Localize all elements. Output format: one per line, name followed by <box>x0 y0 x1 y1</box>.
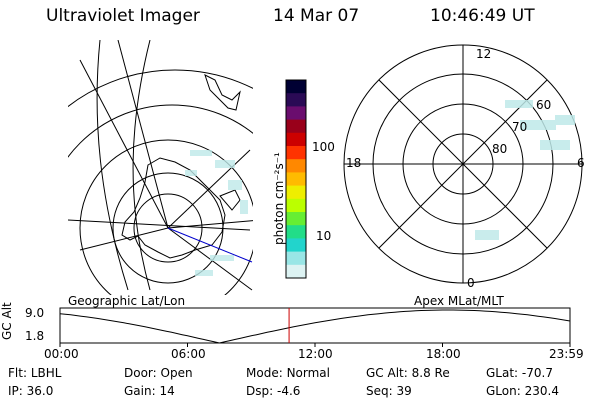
colorbar-swatch <box>286 106 306 121</box>
altitude-ytick-low: 1.8 <box>25 329 45 343</box>
polar-plot <box>343 44 583 284</box>
info-flt: Flt: LBHL <box>8 366 62 380</box>
date-label: 14 Mar 07 <box>273 6 360 26</box>
colorbar-swatch <box>286 93 306 107</box>
mlt-label-12: 12 <box>476 47 492 61</box>
mlat-label-70: 70 <box>512 120 528 134</box>
colorbar-swatch <box>286 238 306 253</box>
altitude-plot <box>59 307 571 347</box>
instrument-title: Ultraviolet Imager <box>46 6 200 26</box>
apex-caption: Apex MLat/MLT <box>414 294 504 308</box>
colorbar-swatch <box>286 132 306 147</box>
colorbar-swatch <box>286 159 306 173</box>
colorbar-swatch <box>286 264 306 279</box>
info-gc-alt: GC Alt: 8.8 Re <box>366 366 450 380</box>
mlt-label-0: 0 <box>467 276 475 290</box>
colorbar-swatch <box>286 119 306 134</box>
altitude-xtick-4: 23:59 <box>549 347 584 361</box>
info-ip: IP: 36.0 <box>8 384 54 398</box>
colorbar-swatch <box>286 251 306 266</box>
colorbar-swatch <box>286 225 306 239</box>
mlat-label-60: 60 <box>536 98 552 112</box>
colorbar-swatch <box>286 146 306 160</box>
info-dsp: Dsp: -4.6 <box>246 384 301 398</box>
info-mode: Mode: Normal <box>246 366 330 380</box>
colorbar-tick-10: 10 <box>316 229 332 243</box>
colorbar-unit-label: photon cm⁻²s⁻¹ <box>272 152 286 245</box>
info-seq: Seq: 39 <box>366 384 412 398</box>
colorbar-swatch <box>286 80 306 94</box>
mlat-label-80: 80 <box>492 142 508 156</box>
colorbar-swatch <box>286 198 306 213</box>
altitude-ytick-high: 9.0 <box>25 306 45 320</box>
geographic-map <box>68 40 583 295</box>
colorbar-tick-100: 100 <box>312 140 335 154</box>
mlt-label-18: 18 <box>346 156 362 170</box>
info-glon: GLon: 230.4 <box>486 384 559 398</box>
altitude-xtick-2: 12:00 <box>298 347 333 361</box>
colorbar-swatch <box>286 185 306 200</box>
time-label: 10:46:49 UT <box>430 6 535 26</box>
colorbar <box>286 80 306 279</box>
geographic-caption: Geographic Lat/Lon <box>68 294 186 308</box>
info-gain: Gain: 14 <box>124 384 175 398</box>
altitude-xtick-1: 06:00 <box>171 347 206 361</box>
colorbar-swatch <box>286 172 306 187</box>
altitude-xtick-3: 18:00 <box>426 347 461 361</box>
mlt-label-6: 6 <box>577 156 585 170</box>
colorbar-swatch <box>286 212 306 226</box>
altitude-ylabel: GC Alt <box>0 302 14 340</box>
info-door: Door: Open <box>124 366 193 380</box>
altitude-xtick-0: 00:00 <box>44 347 79 361</box>
info-glat: GLat: -70.7 <box>486 366 553 380</box>
